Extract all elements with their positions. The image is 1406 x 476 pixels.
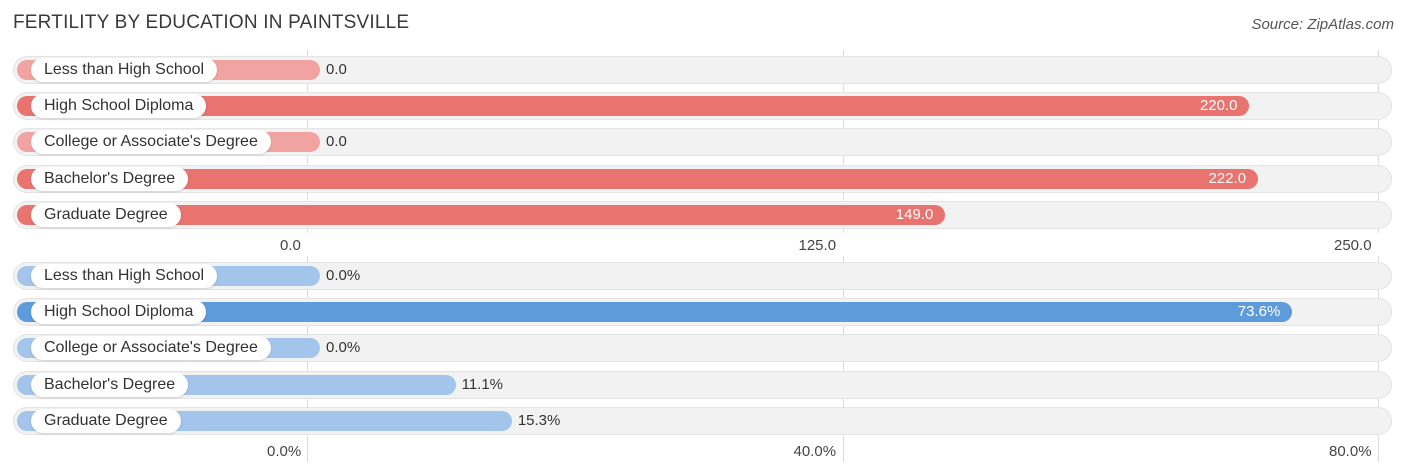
- x-tick-label: 0.0%: [267, 443, 302, 460]
- value-label: 73.6%: [1237, 303, 1281, 321]
- x-tick-label: 250.0: [1334, 237, 1372, 254]
- value-label: 222.0: [1208, 169, 1247, 187]
- x-tick-label: 0.0: [280, 237, 301, 254]
- value-label: 149.0: [895, 205, 934, 223]
- bar: [17, 96, 1250, 117]
- chart-title: Fertility by Education in Paintsville: [13, 12, 410, 33]
- category-label: College or Associate's Degree: [31, 336, 271, 361]
- fertility-count-chart: Less than High School 0.0 High School Dipl…: [13, 50, 1392, 254]
- source-label: Source: ZipAtlas.com: [1251, 16, 1394, 33]
- x-tick-label: 40.0%: [793, 443, 837, 460]
- value-label: 11.1%: [461, 375, 504, 393]
- value-label: 0.0: [326, 133, 347, 151]
- category-label: College or Associate's Degree: [31, 130, 271, 155]
- category-label: Less than High School: [31, 58, 218, 82]
- category-label: Bachelor's Degree: [31, 372, 189, 397]
- category-label: Bachelor's Degree: [31, 166, 189, 191]
- bar: [17, 204, 946, 225]
- value-label: 0.0%: [326, 267, 361, 284]
- bar: [17, 302, 1293, 323]
- category-label: High School Diploma: [31, 94, 207, 119]
- x-tick-label: 80.0%: [1329, 443, 1372, 460]
- x-tick-label: 125.0: [798, 237, 837, 254]
- bar: [17, 168, 1259, 189]
- value-label: 220.0: [1199, 97, 1238, 115]
- category-label: Less than High School: [31, 264, 218, 288]
- category-label: Graduate Degree: [31, 408, 181, 433]
- category-label: Graduate Degree: [31, 202, 181, 227]
- value-label: 15.3%: [517, 411, 561, 429]
- category-label: High School Diploma: [31, 300, 207, 325]
- value-label: 0.0: [326, 61, 347, 78]
- value-label: 0.0%: [326, 339, 361, 357]
